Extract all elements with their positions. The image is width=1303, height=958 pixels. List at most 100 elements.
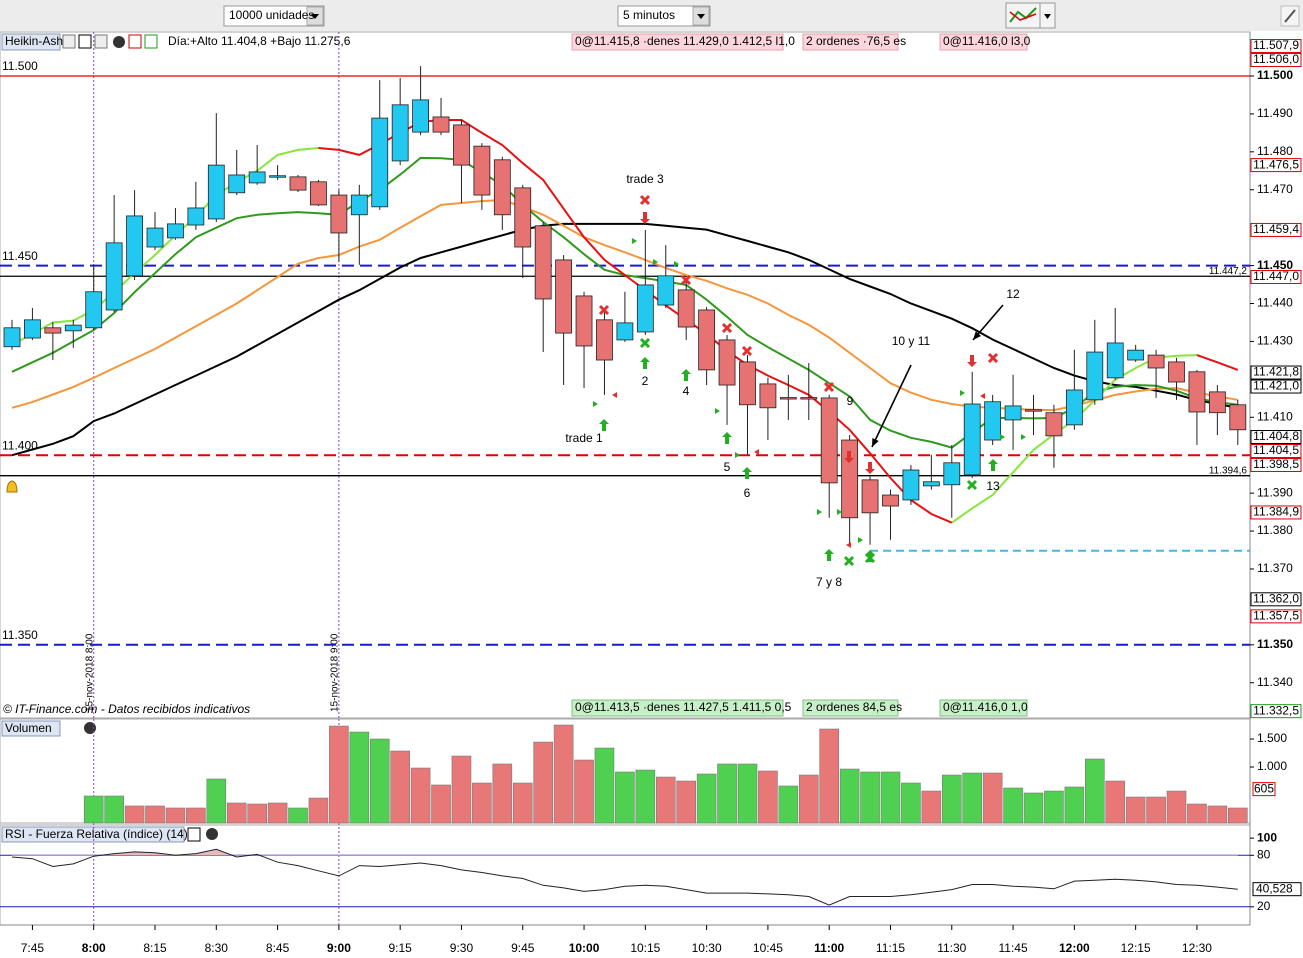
volume-bar [451,755,472,824]
volume-bar [860,771,880,824]
candle-body [759,383,777,409]
signal-triangle [715,408,720,414]
order-box [939,699,1028,717]
x-tick-label: 12:15 [1121,941,1151,955]
interval-dropdown[interactable]: 5 minutos [617,5,711,27]
chart-type-button[interactable] [1005,2,1056,29]
price-marker [1250,379,1302,394]
volume-bar [1003,787,1023,824]
x-tick-label: 10:30 [692,941,722,955]
annotation: 2 [642,374,649,388]
down-icon[interactable] [128,34,142,49]
volume-bar [472,782,492,824]
candle-body [616,322,634,341]
candle-body [779,397,797,400]
candle-body [310,181,327,206]
day-range: Día:+Alto 11.404,8 +Bajo 11.275,6 [168,34,351,48]
volume-bar [717,763,737,824]
signal-triangle [960,390,965,396]
volume-header: Volumen [1,720,96,737]
rsi-panel [0,824,1251,926]
volume-bar [533,741,553,824]
quantity-dropdown[interactable]: 10000 unidades [223,5,325,27]
rsi-line [11,848,1238,906]
level-label: 11.400 [2,438,38,452]
signal-triangle [612,392,617,398]
volume-bar [798,774,819,824]
x-tick-label: 7:45 [21,941,45,955]
order-box [571,33,784,51]
signal-triangle [1021,434,1026,440]
candle-body [1004,405,1022,421]
window-icon[interactable] [78,34,92,49]
y-tick-label: 11.350 [1257,637,1293,651]
close-icon[interactable] [113,36,125,48]
volume-bar [553,724,574,824]
candle-body [922,481,940,487]
candle-body [350,194,368,216]
candle-body [1147,354,1165,369]
y-tick-label: 11.430 [1257,334,1293,348]
up-icon[interactable] [144,34,158,49]
candle-body [391,104,409,162]
panel-title: RSI - Fuerza Relativa (índice) (14) [5,827,188,841]
x-tick-label: 11:15 [876,941,905,955]
signal-triangle [858,537,863,543]
x-tick-label: 10:15 [630,941,660,955]
y-tick-label: 11.340 [1257,675,1293,689]
quantity-text: 10000 unidades [229,8,314,22]
buy-arrow [742,467,752,479]
signal-triangle [653,259,658,265]
price-marker-label: 11.384,9 [1253,505,1299,519]
sell-arrow [640,212,650,224]
x-tick-label: 8:45 [266,941,290,955]
volume-bar [594,747,615,824]
settings-icon[interactable] [1280,5,1300,27]
level-label: 11.450 [2,249,38,263]
price-marker-label: 11.506,0 [1253,52,1299,66]
candle-body [963,403,981,476]
volume-bar [83,795,104,824]
credit: © IT-Finance.com - Datos recibidos indic… [3,702,250,716]
annotation: 6 [744,486,751,500]
buy-arrow [599,419,609,431]
candle-body [514,187,532,248]
arrow-head [973,331,982,340]
signal-triangle [837,509,842,515]
sell-arrow [844,451,854,463]
exit-cross [680,274,692,286]
volume-bar [124,805,145,824]
candle-body [167,223,184,239]
candle-body [636,284,654,333]
candle-body [575,295,593,347]
tool-icon[interactable] [62,34,76,49]
annotation-arrow [871,364,912,448]
window-icon[interactable] [187,827,201,842]
volume-bar [941,774,962,824]
signal-triangle [980,393,985,399]
close-icon[interactable] [84,722,96,734]
volume-bar [308,797,329,824]
candle-body [24,319,41,339]
panel-title: Heikin-Ashi [5,34,66,48]
volume-bar [226,802,247,824]
session-label: 15-nov-2018 9:00 [330,633,341,712]
price-marker-label: 11.476,5 [1253,157,1299,171]
price-marker [1250,53,1302,68]
candle-body [44,327,62,334]
rsi-marker-label: 40,528 [1256,881,1293,895]
volume-bar [186,807,206,824]
volume-bar [165,807,186,824]
bell-icon[interactable] [6,480,18,493]
volume-bar [880,771,901,824]
price-panel [0,31,1251,719]
volume-bar [1105,780,1126,824]
price-marker-label: 11.404,8 [1253,429,1299,443]
close-icon[interactable] [206,828,218,840]
price-header: Heikin-Ashi Día:+Alto 11.404,8 +Bajo 11.… [1,33,351,51]
candle-body [105,242,123,311]
alert-icon[interactable] [94,34,108,49]
x-tick-label: 9:45 [511,941,535,955]
candle-body [1086,351,1104,401]
order-box [802,699,899,717]
